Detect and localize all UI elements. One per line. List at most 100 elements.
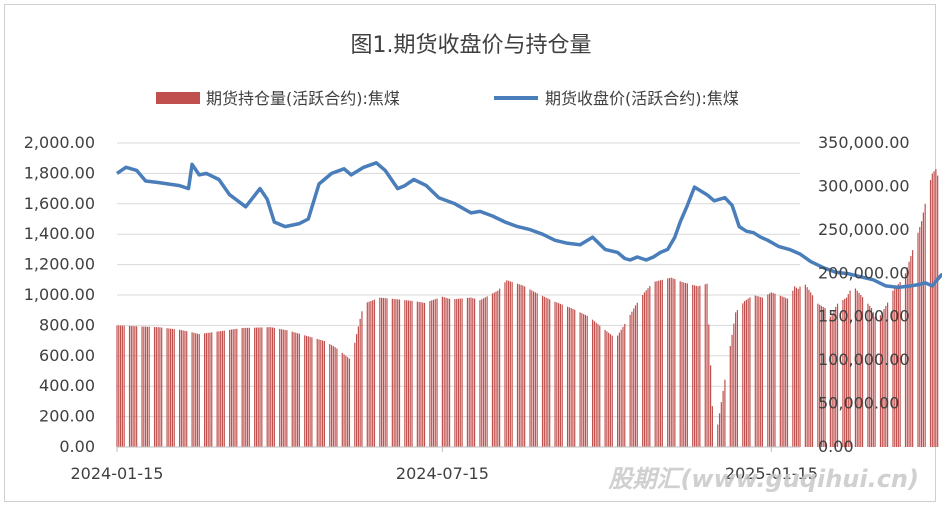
volume-bar bbox=[718, 413, 721, 447]
volume-bar bbox=[581, 313, 583, 447]
volume-bar bbox=[561, 304, 563, 447]
volume-bar bbox=[599, 325, 601, 447]
volume-bar bbox=[130, 326, 132, 447]
volume-bar bbox=[647, 288, 649, 447]
volume-bar bbox=[656, 281, 658, 447]
volume-bar bbox=[511, 281, 513, 447]
volume-bar bbox=[881, 312, 883, 447]
volume-bar bbox=[128, 325, 131, 447]
volume-bar bbox=[754, 295, 756, 447]
volume-bar bbox=[196, 333, 199, 447]
volume-bar bbox=[912, 250, 914, 447]
volume-bar bbox=[198, 334, 200, 447]
volume-bar bbox=[493, 292, 495, 447]
volume-bar bbox=[406, 300, 408, 447]
volume-bar bbox=[311, 337, 313, 447]
volume-bar bbox=[611, 335, 613, 447]
volume-bar bbox=[230, 329, 233, 447]
volume-bar bbox=[318, 339, 320, 447]
volume-bar bbox=[743, 301, 746, 447]
volume-bar bbox=[516, 283, 519, 447]
volume-bar bbox=[309, 336, 311, 447]
volume-bar bbox=[769, 293, 771, 447]
volume-bar bbox=[556, 302, 558, 447]
volume-bar bbox=[280, 329, 283, 447]
volume-bar bbox=[704, 284, 706, 447]
y-right-tick-label: 100,000.00 bbox=[818, 350, 910, 369]
volume-bar bbox=[661, 279, 663, 447]
volume-bar bbox=[520, 284, 522, 447]
y-left-tick-label: 200.00 bbox=[39, 407, 95, 426]
volume-bar bbox=[785, 297, 787, 447]
volume-bar bbox=[895, 286, 898, 447]
volume-bar bbox=[897, 284, 899, 447]
volume-bar bbox=[171, 328, 174, 447]
y-right-tick-label: 0.00 bbox=[818, 437, 854, 456]
volume-bar bbox=[620, 329, 622, 447]
volume-bar bbox=[257, 327, 259, 447]
volume-bar bbox=[411, 300, 413, 447]
volume-bar bbox=[141, 326, 143, 447]
volume-bar bbox=[658, 280, 660, 447]
volume-bar bbox=[679, 281, 681, 447]
volume-bar bbox=[134, 326, 136, 447]
volume-bar bbox=[742, 303, 744, 447]
volume-bar bbox=[624, 323, 626, 447]
y-axis-right: 0.00 50,000.00 100,000.00 150,000.00 200,000… bbox=[818, 133, 910, 456]
volume-bar bbox=[684, 282, 687, 447]
volume-bar bbox=[386, 298, 388, 447]
volume-bar bbox=[372, 300, 374, 447]
volume-bar bbox=[291, 331, 293, 447]
volume-bar bbox=[586, 315, 588, 447]
volume-bar bbox=[570, 308, 572, 447]
volume-bar bbox=[307, 336, 309, 447]
volume-bar bbox=[479, 300, 481, 447]
volume-bar bbox=[398, 299, 401, 447]
legend-label-line: 期货收盘价(活跃合约):焦煤 bbox=[545, 89, 739, 108]
volume-bar bbox=[786, 298, 789, 447]
volume-bar bbox=[431, 300, 433, 447]
volume-bar bbox=[842, 300, 844, 447]
volume-bar bbox=[869, 305, 871, 447]
volume-bar bbox=[779, 295, 781, 447]
volume-bar bbox=[634, 305, 637, 447]
volume-bar bbox=[894, 288, 896, 447]
volume-bar bbox=[497, 290, 499, 447]
volume-bar bbox=[495, 291, 497, 447]
volume-bar bbox=[697, 286, 699, 447]
y-right-tick-label: 300,000.00 bbox=[818, 176, 910, 195]
volume-bar bbox=[606, 331, 608, 447]
volume-bar bbox=[879, 315, 882, 447]
volume-bar bbox=[532, 291, 535, 447]
volume-bar bbox=[148, 326, 150, 447]
volume-bar bbox=[854, 288, 857, 447]
volume-bar bbox=[223, 330, 225, 447]
volume-bar bbox=[245, 327, 247, 447]
volume-bar bbox=[858, 292, 860, 447]
legend: 期货持仓量(活跃合约):焦煤 期货收盘价(活跃合约):焦煤 bbox=[156, 89, 739, 108]
volume-bar bbox=[937, 175, 939, 448]
volume-bar bbox=[509, 281, 511, 447]
volume-bar bbox=[706, 283, 708, 447]
volume-bar bbox=[654, 281, 656, 447]
volume-bar bbox=[558, 303, 560, 447]
volume-bar bbox=[241, 328, 243, 447]
volume-bar bbox=[429, 300, 431, 447]
volume-bar bbox=[534, 292, 536, 447]
volume-bar bbox=[205, 333, 207, 447]
volume-bar bbox=[259, 327, 261, 447]
y-left-tick-label: 1,000.00 bbox=[24, 285, 95, 304]
volume-bar bbox=[381, 297, 383, 447]
watermark: 股期汇(www.guqihui.cn) bbox=[607, 465, 919, 493]
volume-bar bbox=[695, 285, 697, 447]
volume-bar bbox=[856, 290, 858, 447]
volume-bar bbox=[929, 179, 932, 447]
volume-bar bbox=[799, 286, 801, 447]
volume-bar bbox=[910, 255, 912, 447]
volume-bar bbox=[204, 333, 206, 447]
legend-label-bar: 期货持仓量(活跃合约):焦煤 bbox=[206, 89, 400, 108]
volume-bar bbox=[234, 329, 236, 447]
volume-bar bbox=[642, 295, 644, 447]
volume-bar bbox=[420, 302, 422, 447]
volume-bar bbox=[143, 326, 145, 447]
